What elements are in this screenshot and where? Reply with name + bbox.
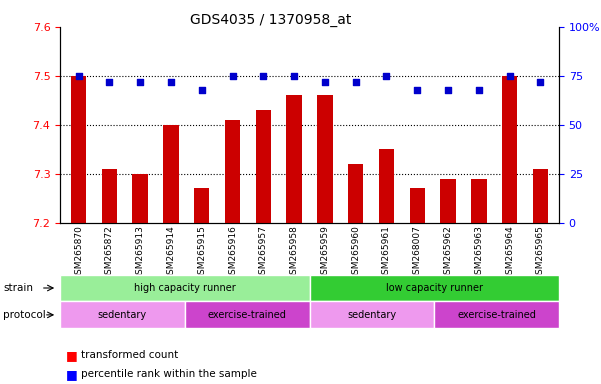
Text: sedentary: sedentary bbox=[347, 310, 397, 320]
Bar bbox=[348, 164, 364, 223]
Point bbox=[505, 73, 514, 79]
Text: low capacity runner: low capacity runner bbox=[386, 283, 483, 293]
Bar bbox=[532, 169, 548, 223]
Point bbox=[382, 73, 391, 79]
Bar bbox=[379, 149, 394, 223]
Text: ■: ■ bbox=[66, 349, 78, 362]
Bar bbox=[410, 189, 425, 223]
Bar bbox=[471, 179, 487, 223]
Bar bbox=[502, 76, 517, 223]
Point bbox=[351, 79, 361, 85]
Point bbox=[105, 79, 114, 85]
Text: protocol: protocol bbox=[3, 310, 46, 320]
Text: exercise-trained: exercise-trained bbox=[208, 310, 287, 320]
Text: sedentary: sedentary bbox=[98, 310, 147, 320]
Point bbox=[320, 79, 330, 85]
Point bbox=[197, 86, 207, 93]
Text: GDS4035 / 1370958_at: GDS4035 / 1370958_at bbox=[190, 13, 351, 27]
Bar bbox=[255, 110, 271, 223]
Text: ■: ■ bbox=[66, 368, 78, 381]
Bar bbox=[225, 120, 240, 223]
Bar bbox=[317, 95, 332, 223]
Point bbox=[412, 86, 422, 93]
Point bbox=[535, 79, 545, 85]
Bar bbox=[441, 179, 456, 223]
Point bbox=[474, 86, 484, 93]
Point bbox=[135, 79, 145, 85]
Text: transformed count: transformed count bbox=[81, 350, 178, 360]
Bar bbox=[71, 76, 87, 223]
Point bbox=[289, 73, 299, 79]
Bar bbox=[163, 125, 178, 223]
Bar bbox=[194, 189, 209, 223]
Point bbox=[228, 73, 237, 79]
Text: high capacity runner: high capacity runner bbox=[134, 283, 236, 293]
Point bbox=[74, 73, 84, 79]
Bar bbox=[132, 174, 148, 223]
Point bbox=[444, 86, 453, 93]
Text: strain: strain bbox=[3, 283, 33, 293]
Text: percentile rank within the sample: percentile rank within the sample bbox=[81, 369, 257, 379]
Point bbox=[166, 79, 175, 85]
Bar bbox=[287, 95, 302, 223]
Bar bbox=[102, 169, 117, 223]
Point bbox=[258, 73, 268, 79]
Text: exercise-trained: exercise-trained bbox=[457, 310, 536, 320]
